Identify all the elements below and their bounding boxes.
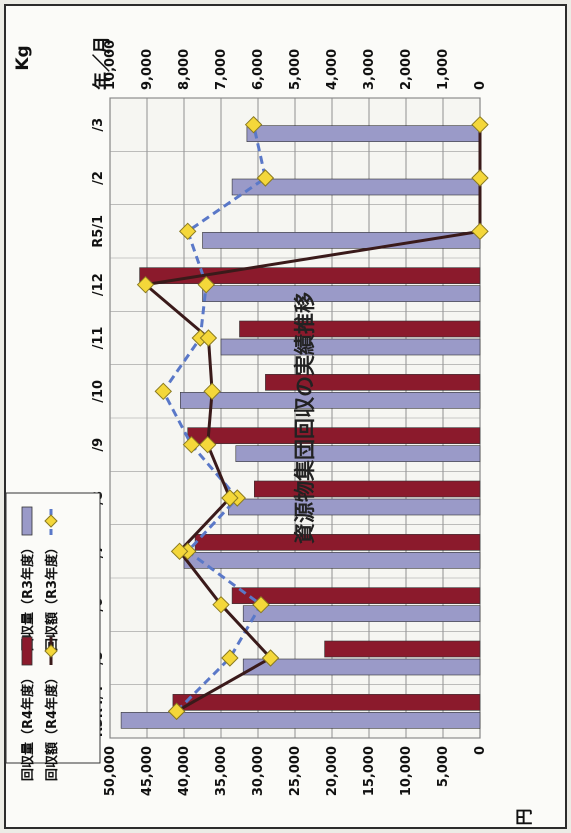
right-tick-label: 5,000 bbox=[436, 746, 451, 787]
rotated-chart: 0 1,000 2,000 3,000 4,000 5,000 6,000 7,000 8,00… bbox=[5, 36, 535, 826]
right-tick-label: 30,000 bbox=[251, 746, 266, 796]
right-tick-label: 50,000 bbox=[103, 746, 118, 796]
bar bbox=[231, 587, 481, 604]
left-axis-ticks: 0 1,000 2,000 3,000 4,000 5,000 6,000 7,000 8,00… bbox=[103, 40, 488, 90]
bar bbox=[183, 552, 481, 569]
grid bbox=[109, 97, 481, 739]
line-marker bbox=[197, 275, 215, 294]
line-marker bbox=[471, 115, 489, 134]
left-tick-label: 1,000 bbox=[436, 49, 451, 90]
line-marker bbox=[198, 435, 217, 454]
category-label: /10 bbox=[91, 380, 106, 403]
legend-item-r4-bar: 回収量（R4年度） bbox=[20, 636, 36, 781]
line-marker bbox=[256, 169, 275, 187]
line-marker bbox=[199, 329, 218, 347]
line-marker bbox=[244, 115, 263, 134]
legend-label-r3-line: 回収額（R3年度） bbox=[44, 541, 60, 651]
bar bbox=[228, 498, 481, 516]
bar bbox=[139, 267, 481, 284]
bar bbox=[187, 427, 481, 444]
right-tick-label: 35,000 bbox=[214, 746, 229, 796]
category-label: /9 bbox=[91, 438, 106, 452]
left-tick-label: 7,000 bbox=[214, 49, 229, 90]
right-tick-label: 40,000 bbox=[177, 746, 192, 796]
category-label: /2 bbox=[91, 171, 106, 185]
bar bbox=[202, 232, 481, 249]
bar bbox=[172, 694, 481, 711]
line-marker bbox=[221, 649, 239, 667]
category-label: /12 bbox=[91, 273, 106, 296]
category-label: /11 bbox=[91, 327, 106, 350]
line-marker bbox=[471, 169, 489, 187]
bar bbox=[194, 534, 481, 551]
category-label: R5/1 bbox=[91, 215, 106, 248]
bar bbox=[220, 338, 481, 356]
line-marker bbox=[170, 542, 189, 561]
right-tick-label: 15,000 bbox=[362, 746, 377, 796]
line-marker bbox=[471, 222, 489, 241]
left-tick-label: 2,000 bbox=[399, 49, 414, 90]
line-marker bbox=[261, 649, 280, 667]
right-tick-label: 20,000 bbox=[325, 746, 340, 796]
left-tick-label: 5,000 bbox=[288, 49, 303, 90]
bar bbox=[202, 285, 481, 302]
category-axis-label: 年／月 bbox=[91, 36, 113, 90]
left-tick-label: 8,000 bbox=[177, 49, 192, 90]
line-marker bbox=[221, 489, 239, 507]
left-tick-label: 6,000 bbox=[251, 49, 266, 90]
line-marker bbox=[203, 382, 221, 401]
bar bbox=[235, 445, 481, 462]
bar bbox=[242, 658, 481, 676]
legend-box bbox=[5, 492, 101, 764]
line-marker bbox=[252, 595, 270, 614]
line-marker bbox=[178, 222, 197, 241]
line-marker bbox=[154, 382, 172, 401]
bar bbox=[242, 605, 481, 622]
bar bbox=[324, 640, 481, 658]
legend-marker-r3 bbox=[44, 514, 58, 528]
left-tick-label: 4,000 bbox=[325, 49, 340, 90]
right-tick-label: 10,000 bbox=[399, 746, 414, 796]
legend: 回収量（R3年度） 回収額（R3年度） 回収量（R4年度） 回収額（R4年度） bbox=[5, 492, 101, 781]
line-marker bbox=[212, 595, 230, 614]
legend-item-r4-line: 回収額（R4年度） bbox=[44, 637, 60, 781]
left-axis-unit: Kg bbox=[13, 45, 33, 70]
right-axis-ticks: 0 5,000 10,000 15,000 20,000 25,000 30,000 35,0… bbox=[103, 746, 488, 796]
bar bbox=[239, 320, 481, 338]
lines bbox=[144, 124, 482, 713]
legend-item-r3-bar: 回収量（R3年度） bbox=[20, 506, 36, 651]
bar bbox=[180, 392, 481, 409]
line-marker bbox=[167, 702, 186, 721]
right-tick-label: 0 bbox=[473, 746, 488, 755]
chart-title: 資源物集団回収の実績推移 bbox=[293, 292, 317, 544]
legend-label-r3-bar: 回収量（R3年度） bbox=[20, 541, 36, 651]
legend-swatch-r3-bar bbox=[21, 506, 33, 536]
bar bbox=[246, 125, 481, 142]
series-line bbox=[144, 124, 482, 713]
bar bbox=[120, 712, 481, 729]
left-tick-label: 9,000 bbox=[140, 49, 155, 90]
legend-item-r3-line: 回収額（R3年度） bbox=[44, 507, 60, 651]
left-tick-label: 3,000 bbox=[362, 49, 377, 90]
category-label: /3 bbox=[91, 118, 106, 132]
right-tick-label: 25,000 bbox=[288, 746, 303, 796]
legend-label-r4-bar: 回収量（R4年度） bbox=[20, 671, 36, 781]
legend-marker-r4 bbox=[44, 644, 58, 658]
bars bbox=[120, 125, 481, 729]
legend-swatch-r4-bar bbox=[21, 636, 33, 666]
line-marker bbox=[136, 275, 155, 294]
right-axis-unit: 円 bbox=[515, 809, 535, 826]
legend-label-r4-line: 回収額（R4年度） bbox=[44, 671, 60, 781]
left-tick-label: 10,000 bbox=[103, 40, 118, 90]
left-tick-label: 0 bbox=[473, 81, 488, 90]
bar bbox=[254, 480, 481, 498]
markers bbox=[136, 115, 489, 721]
right-tick-label: 45,000 bbox=[140, 746, 155, 796]
bar bbox=[265, 374, 481, 391]
